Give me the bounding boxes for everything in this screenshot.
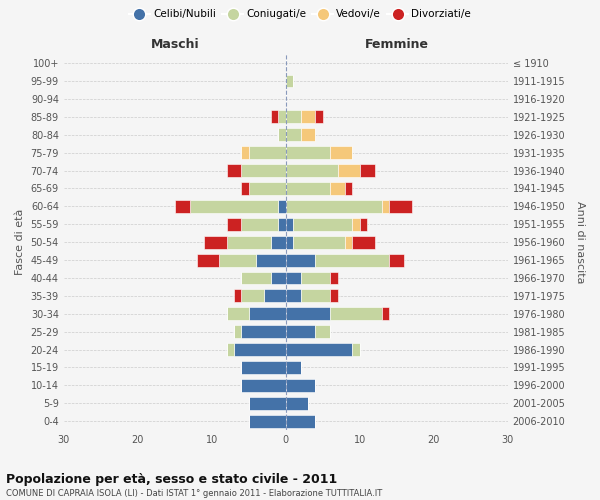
Bar [360, 218, 367, 230]
Bar [330, 272, 338, 284]
Bar [286, 200, 382, 213]
Bar [175, 200, 190, 213]
Text: Maschi: Maschi [151, 38, 199, 51]
Bar [271, 272, 286, 284]
Bar [241, 182, 249, 195]
Y-axis label: Fasce di età: Fasce di età [15, 209, 25, 276]
Bar [234, 343, 286, 356]
Bar [389, 254, 404, 266]
Bar [286, 290, 301, 302]
Bar [249, 146, 286, 159]
Text: Popolazione per età, sesso e stato civile - 2011: Popolazione per età, sesso e stato civil… [6, 472, 337, 486]
Bar [241, 164, 286, 177]
Bar [286, 182, 330, 195]
Bar [227, 308, 249, 320]
Bar [286, 325, 316, 338]
Bar [286, 414, 316, 428]
Bar [227, 343, 234, 356]
Bar [286, 146, 330, 159]
Bar [278, 218, 286, 230]
Bar [286, 272, 301, 284]
Bar [286, 343, 352, 356]
Bar [249, 414, 286, 428]
Bar [352, 343, 360, 356]
Bar [227, 236, 271, 248]
Bar [271, 236, 286, 248]
Bar [301, 272, 330, 284]
Bar [286, 236, 293, 248]
Bar [219, 254, 256, 266]
Bar [256, 254, 286, 266]
Bar [227, 164, 241, 177]
Bar [345, 182, 352, 195]
Bar [241, 361, 286, 374]
Bar [286, 110, 301, 124]
Bar [286, 74, 293, 88]
Bar [227, 218, 241, 230]
Bar [316, 254, 389, 266]
Bar [241, 146, 249, 159]
Bar [316, 325, 330, 338]
Bar [330, 146, 352, 159]
Bar [271, 110, 278, 124]
Y-axis label: Anni di nascita: Anni di nascita [575, 201, 585, 283]
Bar [190, 200, 278, 213]
Bar [278, 200, 286, 213]
Text: COMUNE DI CAPRAIA ISOLA (LI) - Dati ISTAT 1° gennaio 2011 - Elaborazione TUTTITA: COMUNE DI CAPRAIA ISOLA (LI) - Dati ISTA… [6, 489, 382, 498]
Legend: Celibi/Nubili, Coniugati/e, Vedovi/e, Divorziati/e: Celibi/Nubili, Coniugati/e, Vedovi/e, Di… [125, 5, 475, 24]
Bar [205, 236, 227, 248]
Bar [249, 308, 286, 320]
Bar [286, 128, 301, 141]
Bar [286, 379, 316, 392]
Bar [234, 325, 241, 338]
Bar [286, 397, 308, 409]
Bar [389, 200, 412, 213]
Bar [286, 308, 330, 320]
Bar [301, 128, 316, 141]
Bar [286, 361, 301, 374]
Bar [286, 254, 316, 266]
Bar [293, 218, 352, 230]
Bar [345, 236, 352, 248]
Bar [197, 254, 219, 266]
Bar [286, 164, 338, 177]
Bar [330, 290, 338, 302]
Bar [382, 200, 389, 213]
Bar [241, 272, 271, 284]
Text: Femmine: Femmine [365, 38, 429, 51]
Bar [330, 308, 382, 320]
Bar [330, 182, 345, 195]
Bar [241, 325, 286, 338]
Bar [234, 290, 241, 302]
Bar [278, 110, 286, 124]
Bar [293, 236, 345, 248]
Bar [241, 290, 263, 302]
Bar [301, 110, 316, 124]
Bar [263, 290, 286, 302]
Bar [249, 397, 286, 409]
Bar [316, 110, 323, 124]
Bar [241, 379, 286, 392]
Bar [286, 218, 293, 230]
Bar [352, 218, 360, 230]
Bar [360, 164, 374, 177]
Bar [249, 182, 286, 195]
Bar [301, 290, 330, 302]
Bar [352, 236, 374, 248]
Bar [278, 128, 286, 141]
Bar [338, 164, 360, 177]
Bar [241, 218, 278, 230]
Bar [382, 308, 389, 320]
